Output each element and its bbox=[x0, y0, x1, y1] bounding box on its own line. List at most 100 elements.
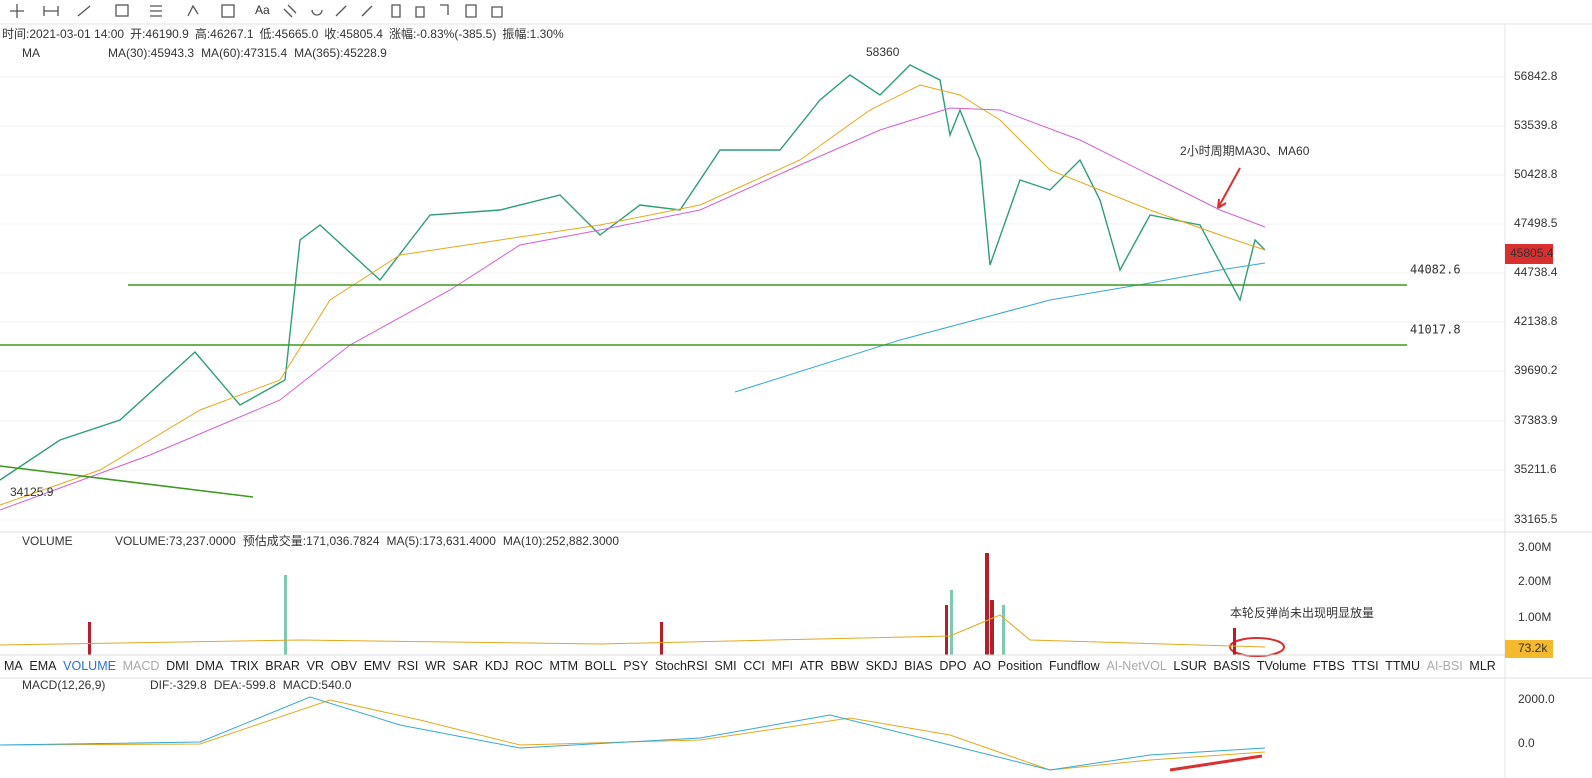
highlight-ellipse bbox=[1229, 637, 1285, 657]
price-axis-label: 33165.5 bbox=[1514, 512, 1558, 526]
volume-axis-label: 2.00M bbox=[1518, 574, 1551, 588]
indicator-tab[interactable]: DPO bbox=[939, 659, 967, 673]
indicator-tab[interactable]: TRIX bbox=[230, 659, 259, 673]
indicator-tab[interactable]: VR bbox=[306, 659, 324, 673]
volume-ma bbox=[0, 614, 1266, 648]
legend-name[interactable]: VOLUME bbox=[22, 534, 73, 548]
arrow bbox=[1217, 167, 1241, 209]
price-axis-label: 35211.6 bbox=[1514, 462, 1557, 476]
indicator-tab[interactable]: DMA bbox=[195, 659, 224, 673]
volume-current-box bbox=[1505, 640, 1553, 658]
indicator-tab[interactable]: EMA bbox=[29, 659, 57, 673]
arrow bbox=[1169, 754, 1263, 772]
indicator-tab[interactable]: ATR bbox=[799, 659, 824, 673]
indicator-tab[interactable]: SAR bbox=[452, 659, 479, 673]
indicator-tab[interactable]: BRAR bbox=[265, 659, 300, 673]
info-item: 开:46190.9 bbox=[130, 27, 189, 41]
price-axis-label: 50428.8 bbox=[1514, 167, 1558, 181]
indicator-tab[interactable]: MACD bbox=[122, 659, 160, 673]
volume-axis-label: 1.00M bbox=[1518, 610, 1551, 624]
indicator-tab[interactable]: DMI bbox=[166, 659, 189, 673]
indicator-tab[interactable]: TVolume bbox=[1256, 659, 1307, 673]
toolbar-text-tool[interactable]: Aa bbox=[255, 3, 270, 17]
info-item: 低:45665.0 bbox=[260, 27, 319, 41]
indicator-tab[interactable]: SMI bbox=[714, 659, 737, 673]
legend-item: MA(10):252,882.3000 bbox=[503, 534, 619, 548]
info-item: 高:46267.1 bbox=[195, 26, 254, 41]
level-label: 44082.6 bbox=[1410, 263, 1461, 277]
info-item: 时间:2021-03-01 14:00 bbox=[2, 27, 124, 41]
ma-note: 2小时周期MA30、MA60 bbox=[1180, 144, 1310, 158]
legend-item: VOLUME:73,237.0000 bbox=[115, 534, 236, 548]
indicator-tab[interactable]: BASIS bbox=[1213, 659, 1251, 673]
indicator-tab[interactable]: AI-NetVOL bbox=[1106, 659, 1167, 673]
macd-dif bbox=[0, 696, 1266, 771]
price-current-box bbox=[1505, 244, 1553, 264]
high-annotation: 58360 bbox=[866, 45, 900, 59]
price-axis-label: 56842.8 bbox=[1514, 69, 1558, 83]
indicator-tab[interactable]: Position bbox=[997, 659, 1043, 673]
price-axis-label: 47498.5 bbox=[1514, 216, 1558, 230]
indicator-tab[interactable]: VOLUME bbox=[63, 659, 116, 673]
legend-item: MA(5):173,631.4000 bbox=[387, 534, 497, 548]
indicator-tab[interactable]: StochRSI bbox=[654, 659, 708, 673]
indicator-tab[interactable]: PSY bbox=[623, 659, 649, 673]
legend-item: MA(30):45943.3 bbox=[108, 46, 194, 60]
price-axis-label: 42138.8 bbox=[1514, 314, 1558, 328]
indicator-tab[interactable]: BBW bbox=[830, 659, 859, 673]
info-item: 收:45805.4 bbox=[324, 27, 383, 41]
indicator-tab[interactable]: Fundflow bbox=[1048, 659, 1100, 673]
indicator-tab[interactable]: OBV bbox=[330, 659, 358, 673]
indicator-tab[interactable]: WR bbox=[424, 659, 446, 673]
indicator-tab[interactable]: TTSI bbox=[1351, 659, 1379, 673]
legend-item: 预估成交量:171,036.7824 bbox=[243, 533, 380, 548]
indicator-tab[interactable]: MTM bbox=[549, 659, 578, 673]
volume-current-label: 73.2k bbox=[1518, 641, 1548, 655]
indicator-tab[interactable]: AO bbox=[973, 659, 992, 673]
grid bbox=[0, 76, 1505, 521]
indicator-tab[interactable]: BIAS bbox=[904, 659, 933, 673]
price-current-label: 45805.4 bbox=[1510, 246, 1554, 260]
price-axis-label: 37383.9 bbox=[1514, 413, 1558, 427]
volume-axis-label: 3.00M bbox=[1518, 540, 1551, 554]
indicator-tab[interactable]: MA bbox=[4, 659, 23, 673]
indicator-tab[interactable]: MLR bbox=[1469, 659, 1496, 673]
volume-bars bbox=[88, 553, 1236, 655]
indicator-tab[interactable]: BOLL bbox=[584, 659, 617, 673]
volume-bars bbox=[284, 575, 1005, 655]
indicator-tab[interactable]: EMV bbox=[363, 659, 391, 673]
price-line bbox=[0, 64, 1266, 481]
info-item: 涨幅:-0.83%(-385.5) bbox=[389, 26, 496, 41]
legend-item: DIF:-329.8 bbox=[150, 678, 207, 692]
legend-item: MA(60):47315.4 bbox=[201, 46, 287, 60]
price-axis-label: 44738.4 bbox=[1514, 265, 1558, 279]
info-item: 振幅:1.30% bbox=[502, 26, 564, 41]
legend-name[interactable]: MACD(12,26,9) bbox=[22, 678, 105, 692]
legend-item: MA(365):45228.9 bbox=[294, 46, 387, 60]
low-annotation: 34125.9 bbox=[10, 485, 54, 499]
indicator-tab[interactable]: MFI bbox=[771, 659, 794, 673]
toolbar bbox=[0, 0, 1592, 24]
indicator-tab[interactable]: SKDJ bbox=[865, 659, 898, 673]
indicator-tab[interactable]: KDJ bbox=[484, 659, 509, 673]
macd-axis-label: 0.0 bbox=[1518, 736, 1535, 750]
indicator-tab[interactable]: CCI bbox=[743, 659, 765, 673]
indicator-tab[interactable]: RSI bbox=[397, 659, 419, 673]
legend-item: MACD:540.0 bbox=[283, 678, 352, 692]
ma30-line bbox=[0, 84, 1266, 506]
indicator-tabs: MA EMA VOLUME MACD DMI DMA TRIX BRAR VR OBV EMV RSI… bbox=[4, 659, 1496, 677]
legend-item: DEA:-599.8 bbox=[214, 678, 276, 692]
indicator-tab[interactable]: ROC bbox=[515, 659, 543, 673]
indicator-tab[interactable]: AI-BSI bbox=[1426, 659, 1463, 673]
trend-line bbox=[0, 465, 254, 498]
toolbar-icons[interactable] bbox=[10, 4, 503, 18]
indicator-tab[interactable]: FTBS bbox=[1312, 659, 1345, 673]
ma365-line bbox=[734, 262, 1266, 393]
macd-axis-label: 2000.0 bbox=[1518, 692, 1555, 706]
legend-name[interactable]: MA bbox=[22, 46, 40, 60]
ma60-line bbox=[0, 107, 1266, 511]
indicator-tab[interactable]: LSUR bbox=[1173, 659, 1207, 673]
indicator-tab[interactable]: TTMU bbox=[1385, 659, 1420, 673]
